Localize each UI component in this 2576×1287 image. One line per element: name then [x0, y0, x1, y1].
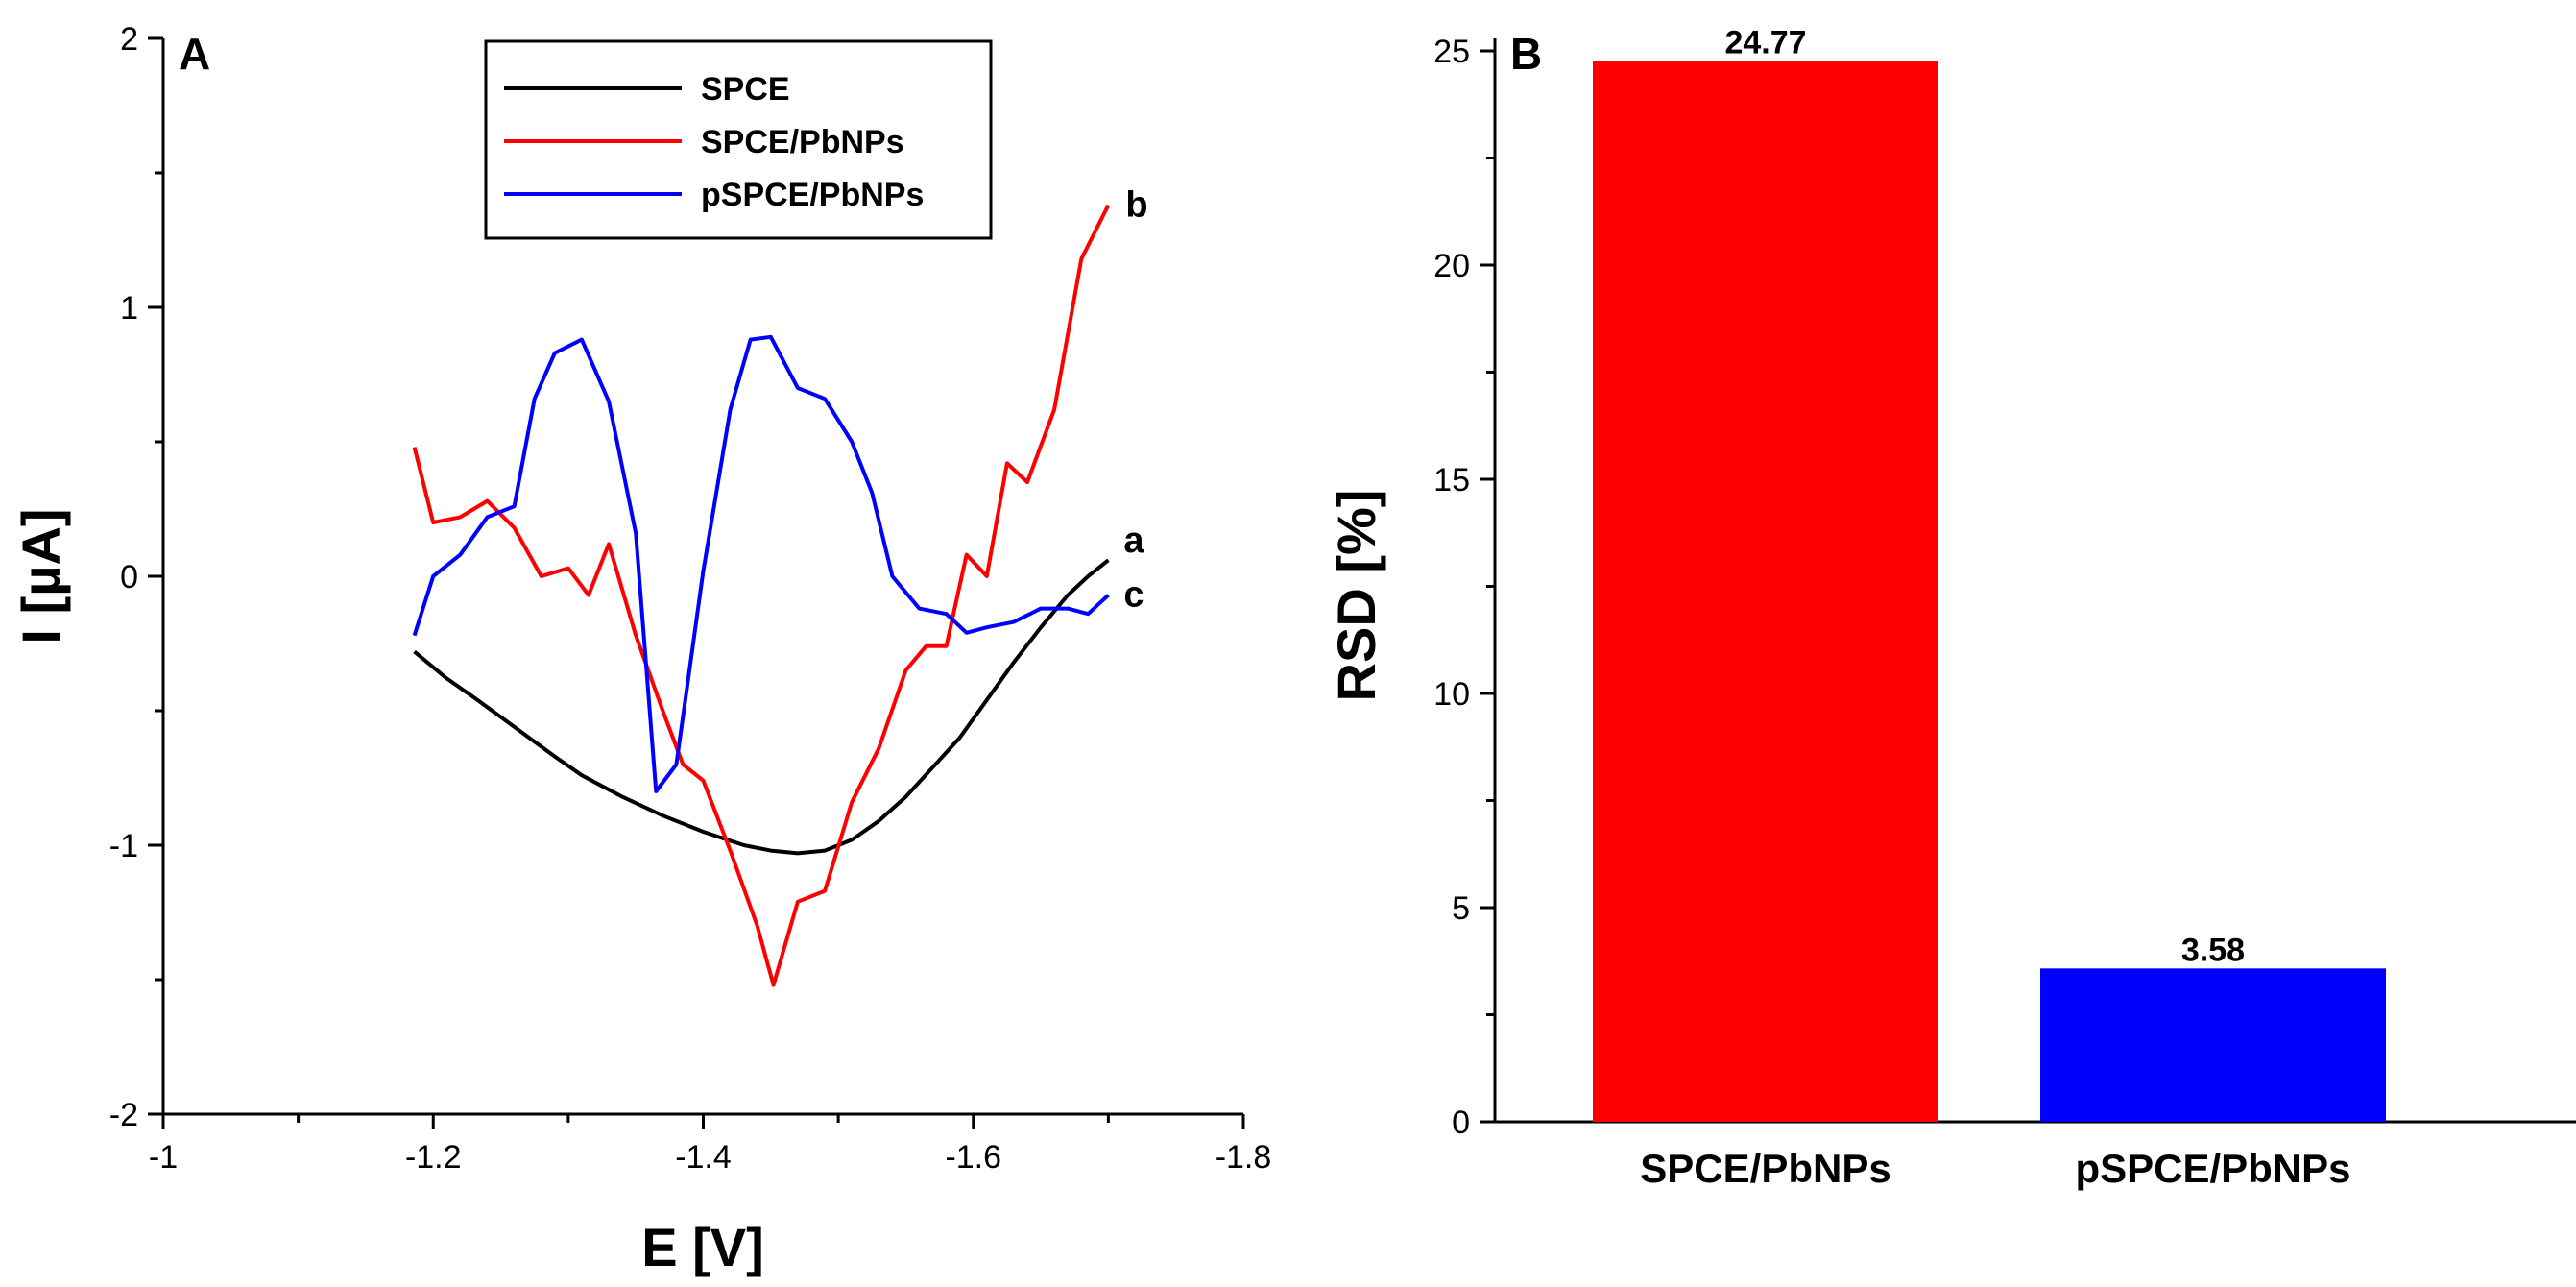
x-tick-label: -1.4	[675, 1139, 732, 1176]
y-tick-label: -1	[109, 828, 138, 864]
panel-b: B 0 5 10 15 20 25 24.77 SPCE/PbNPs 3.58 pSPCE/Pb…	[1326, 24, 2576, 1191]
x-tick-label: -1.6	[945, 1139, 1001, 1176]
legend-label: pSPCE/PbNPs	[701, 177, 924, 213]
y-tick-label: 1	[120, 290, 138, 327]
bar-value-label: 24.77	[1724, 24, 1806, 61]
panel-a-label: A	[179, 29, 210, 79]
panel-b-bars: 24.77 SPCE/PbNPs 3.58 pSPCE/PbNPs	[1593, 24, 2386, 1191]
y-tick-label: 2	[120, 21, 138, 58]
category-label: SPCE/PbNPs	[1640, 1146, 1890, 1191]
y-tick-label: 0	[120, 559, 138, 595]
curve-label-c: c	[1123, 575, 1144, 616]
x-tick-label: -1	[149, 1139, 178, 1176]
x-tick-label: -1.8	[1216, 1139, 1272, 1176]
bar-pspce-pbnps	[2040, 968, 2386, 1122]
y-tick-label: 15	[1433, 462, 1470, 498]
panel-b-ticks: 0 5 10 15 20 25	[1433, 34, 1495, 1141]
curve-label-a: a	[1123, 521, 1144, 561]
panel-b-label: B	[1510, 29, 1542, 79]
panel-a-y-axis-title: I [µA]	[11, 508, 71, 644]
category-label: pSPCE/PbNPs	[2075, 1146, 2350, 1191]
series-line-pspce-pbnps	[412, 334, 1110, 793]
legend-label: SPCE	[701, 71, 790, 108]
legend-label: SPCE/PbNPs	[701, 124, 904, 160]
y-tick-label: 20	[1433, 248, 1470, 284]
y-tick-label: 0	[1452, 1105, 1470, 1141]
series-line-spce-pbnps	[412, 204, 1111, 987]
x-tick-label: -1.2	[405, 1139, 462, 1176]
curve-label-b: b	[1125, 185, 1147, 226]
y-tick-label: 5	[1452, 890, 1470, 927]
panel-a-x-axis-title: E [V]	[641, 1217, 764, 1277]
legend: SPCE SPCE/PbNPs pSPCE/PbNPs	[484, 39, 993, 240]
y-tick-label: 25	[1433, 34, 1470, 70]
bar-value-label: 3.58	[2181, 932, 2245, 968]
panel-a-ticks: -1 -1.2 -1.4 -1.6 -1.8 -2 -1 0 1 2	[109, 21, 1272, 1176]
series-line-spce	[413, 558, 1110, 856]
bar-spce-pbnps	[1593, 61, 1938, 1122]
panel-a: A -1 -1.2 -1.4 -1.6 -1.8 -2 -1 0 1 2 a b c E [V] I …	[11, 21, 1271, 1277]
y-tick-label: -2	[109, 1097, 138, 1133]
panel-a-series: a b c	[412, 185, 1148, 987]
panel-b-y-axis-title: RSD [%]	[1326, 490, 1386, 702]
y-tick-label: 10	[1433, 676, 1470, 713]
